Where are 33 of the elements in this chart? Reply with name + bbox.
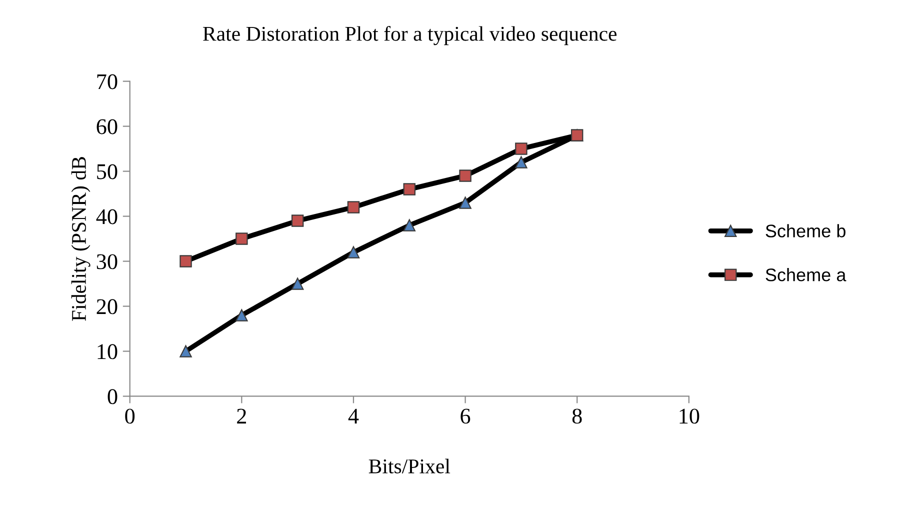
point (403, 219, 416, 232)
point (459, 196, 472, 209)
y-tick-label: 30 (96, 254, 118, 270)
point (347, 201, 360, 214)
chart-title: Rate Distoration Plot for a typical video sequence (203, 26, 617, 46)
point (515, 156, 528, 168)
point (236, 232, 248, 245)
y-tick-label: 60 (96, 119, 118, 134)
x-tick-label: 4 (348, 408, 359, 424)
point (515, 142, 528, 155)
point (291, 214, 304, 227)
y-tick-label: 0 (108, 389, 118, 404)
x-tick-label: 10 (680, 408, 700, 424)
x-tick-label: 8 (572, 408, 582, 424)
legend-label: Scheme b (766, 224, 846, 238)
y-tick-label: 70 (97, 74, 118, 90)
point (403, 183, 416, 196)
y-axis-title: Fidelity (PSNR) dB (71, 157, 90, 321)
x-axis-title: Bits/Pixel (368, 458, 450, 474)
y-tick-label: 10 (98, 344, 118, 360)
point (347, 246, 360, 258)
legend-label: Scheme a (766, 268, 846, 282)
x-tick-label: 0 (125, 408, 135, 424)
point (180, 255, 192, 268)
point (236, 309, 248, 322)
x-tick-label: 2 (237, 408, 246, 424)
y-tick-label: 40 (96, 209, 118, 224)
x-tick-label: 6 (460, 408, 470, 424)
point (459, 170, 472, 182)
point (291, 278, 304, 290)
y-tick-label: 50 (97, 164, 118, 180)
point (180, 345, 192, 358)
y-tick-label: 20 (96, 299, 118, 314)
